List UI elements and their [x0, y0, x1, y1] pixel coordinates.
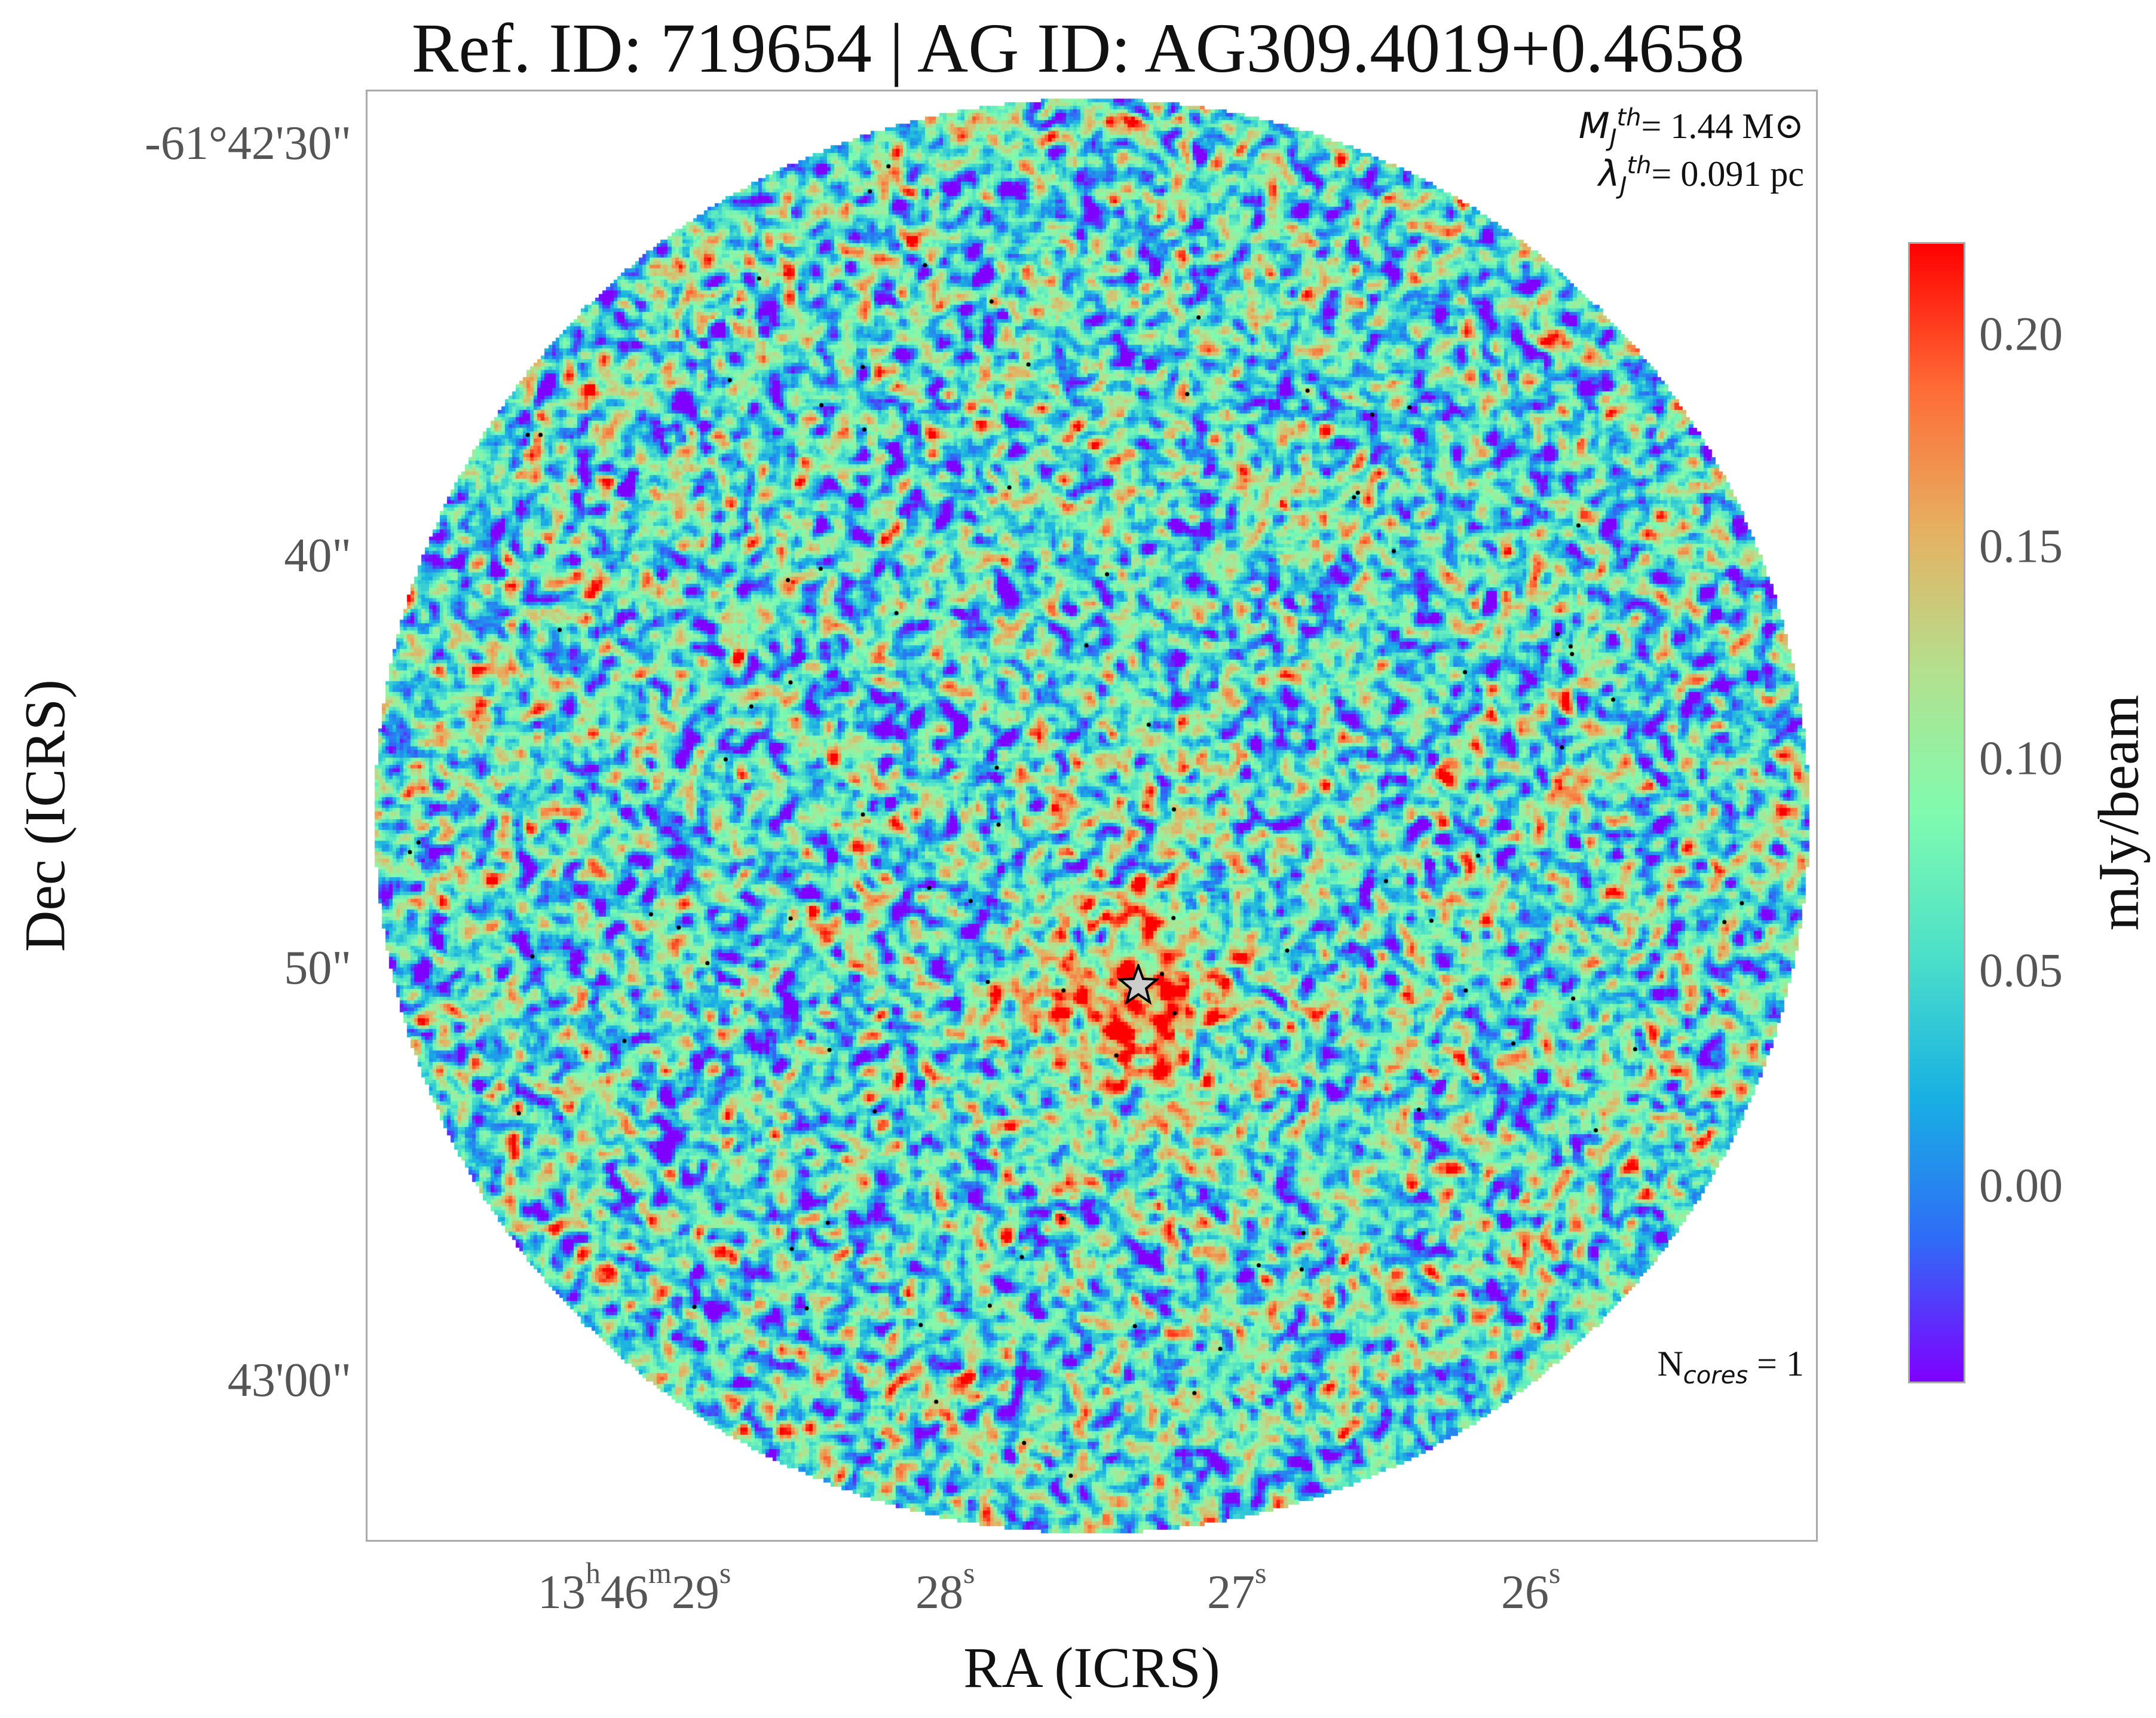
colorbar-tick-label: 0.00 [1979, 1159, 2063, 1212]
colorbar-tick-label: 0.15 [1979, 520, 2063, 573]
x-tick-label: 13h46m29s [538, 1556, 731, 1619]
jeans-mass-label: MJth= 1.44 M⊙ [1578, 104, 1804, 152]
source-star-icon [1117, 964, 1159, 1005]
colorbar-label: mJy/beam [2086, 694, 2151, 931]
y-tick-label: 50" [284, 942, 351, 994]
colorbar [1908, 242, 1965, 1383]
x-axis-label: RA (ICRS) [963, 1636, 1220, 1699]
colorbar-tick-label: 0.05 [1979, 944, 2063, 997]
y-axis-label: Dec (ICRS) [13, 679, 77, 952]
colorbar-tick-label: 0.10 [1979, 732, 2063, 785]
x-tick-label: 28s [915, 1556, 975, 1619]
y-tick-label: 43'00" [227, 1354, 351, 1407]
y-tick-label: -61°42'30" [145, 117, 351, 170]
x-tick-label: 26s [1501, 1556, 1561, 1619]
figure-title: Ref. ID: 719654 | AG ID: AG309.4019+0.46… [411, 9, 1745, 87]
x-tick-label: 27s [1207, 1556, 1267, 1619]
y-tick-label: 40" [284, 529, 351, 582]
colorbar-tick-label: 0.20 [1979, 308, 2063, 361]
ncores-label: Ncores = 1 [1657, 1344, 1804, 1389]
map-panel: MJth= 1.44 M⊙ λJth= 0.091 pc Ncores = 1 [366, 90, 1818, 1542]
jeans-length-label: λJth= 0.091 pc [1598, 152, 1804, 200]
continuum-map-image [368, 91, 1816, 1540]
